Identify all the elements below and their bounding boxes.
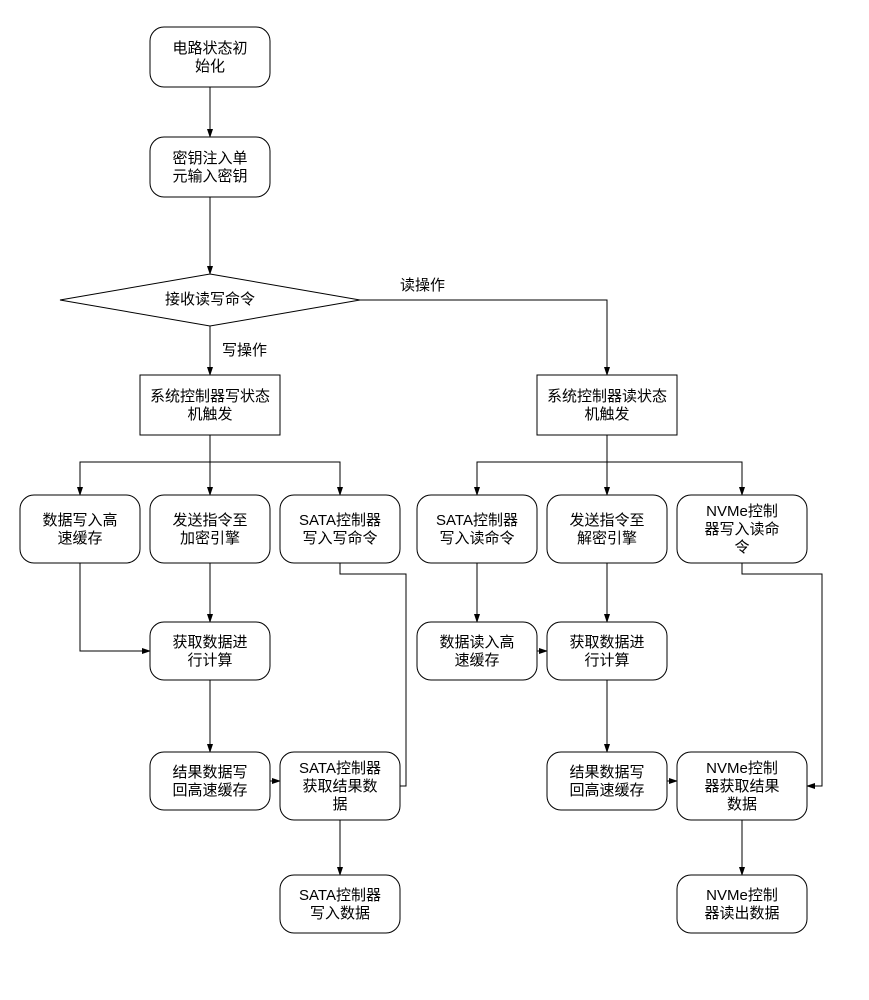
node-text-line: 回高速缓存 (172, 782, 247, 799)
decision-label: 接收读写命令 (165, 290, 255, 308)
node-text-line: 获取数据进 (172, 634, 247, 651)
node-text-line: 写入数据 (310, 905, 370, 922)
edge-label: 写操作 (222, 342, 267, 359)
node-text-line: 元输入密钥 (172, 168, 247, 185)
node-text-line: 机触发 (187, 406, 232, 423)
flowchart-canvas: 写操作读操作电路状态初始化密钥注入单元输入密钥接收读写命令系统控制器写状态机触发… (0, 0, 869, 1000)
node-text-line: 获取结果数 (302, 778, 377, 795)
node-text-line: 始化 (195, 58, 225, 75)
node-text-line: 速缓存 (454, 652, 499, 669)
flow-edge (607, 435, 742, 495)
node-text-line: 系统控制器读状态 (547, 388, 667, 405)
node-text-line: 写入写命令 (302, 529, 377, 547)
node-text-line: SATA控制器 (299, 760, 381, 777)
node-text-line: 写入读命令 (439, 529, 514, 547)
flow-edge (360, 300, 607, 375)
flow-edge (477, 435, 607, 495)
node-text-line: 电路状态初 (172, 40, 247, 57)
node-text-line: 结果数据写 (569, 764, 644, 781)
node-text-line: SATA控制器 (436, 512, 518, 529)
node-text-line: NVMe控制 (706, 887, 778, 904)
node-text-line: 数据写入高 (42, 512, 117, 529)
flow-edge (80, 563, 150, 651)
node-text-line: 行计算 (187, 651, 232, 669)
node-text-line: 解密引擎 (577, 530, 637, 547)
node-text-line: 获取数据进 (569, 634, 644, 651)
node-text-line: 据 (332, 796, 347, 813)
node-text-line: NVMe控制 (706, 760, 778, 777)
node-text-line: 密钥注入单 (172, 150, 247, 167)
node-text-line: 回高速缓存 (569, 782, 644, 799)
flow-edge (210, 435, 340, 495)
node-text-line: 行计算 (584, 651, 629, 669)
node-text-line: 加密引擎 (180, 530, 240, 547)
edge-label: 读操作 (400, 277, 445, 294)
node-text-line: SATA控制器 (299, 887, 381, 904)
node-text-line: 发送指令至 (569, 512, 644, 529)
node-text-line: SATA控制器 (299, 512, 381, 529)
node-text-line: 器获取结果 (704, 778, 779, 795)
node-text-line: 器读出数据 (704, 905, 779, 922)
node-text-line: 数据 (727, 796, 757, 813)
node-text-line: 系统控制器写状态 (150, 388, 270, 405)
node-text-line: 结果数据写 (172, 764, 247, 781)
node-text-line: 数据读入高 (439, 634, 514, 651)
node-text-line: NVMe控制 (706, 503, 778, 520)
flow-edge (80, 435, 210, 495)
node-text-line: 机触发 (584, 406, 629, 423)
node-text-line: 速缓存 (57, 530, 102, 547)
node-text-line: 令 (734, 539, 749, 556)
node-text-line: 器写入读命 (704, 520, 779, 538)
node-text-line: 发送指令至 (172, 512, 247, 529)
